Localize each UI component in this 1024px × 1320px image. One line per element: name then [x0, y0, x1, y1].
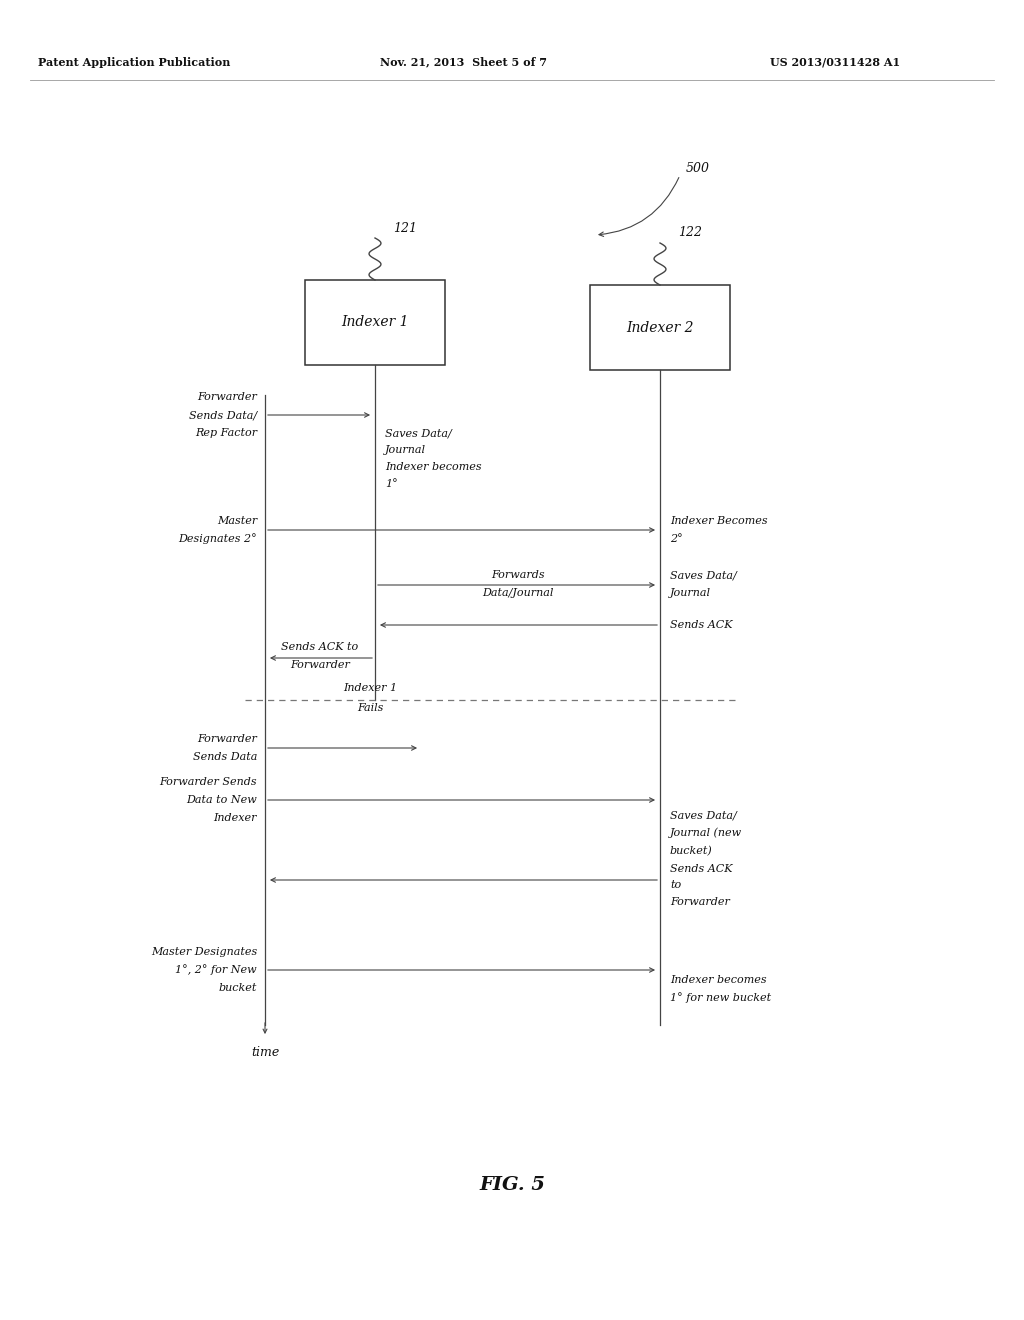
Text: Fails: Fails	[356, 704, 383, 713]
Text: Rep Factor: Rep Factor	[195, 428, 257, 438]
Text: 121: 121	[393, 222, 417, 235]
Text: Sends Data/: Sends Data/	[188, 411, 257, 420]
Text: to: to	[670, 880, 681, 890]
Text: Sends Data: Sends Data	[193, 752, 257, 762]
Text: Master: Master	[217, 516, 257, 525]
Text: Data to New: Data to New	[186, 795, 257, 805]
Text: time: time	[251, 1047, 280, 1060]
Text: Journal (new: Journal (new	[670, 828, 742, 838]
Text: Forwards: Forwards	[490, 570, 545, 579]
Text: 1°: 1°	[385, 479, 397, 488]
Text: Sends ACK to: Sends ACK to	[282, 642, 358, 652]
Text: 122: 122	[678, 227, 702, 239]
Text: Designates 2°: Designates 2°	[178, 533, 257, 544]
Text: 500: 500	[686, 161, 710, 174]
Text: Indexer becomes: Indexer becomes	[670, 975, 767, 985]
Text: Indexer 1: Indexer 1	[343, 682, 397, 693]
Text: Indexer: Indexer	[213, 813, 257, 822]
Text: Patent Application Publication: Patent Application Publication	[38, 57, 230, 67]
Text: bucket: bucket	[219, 983, 257, 993]
Text: 2°: 2°	[670, 535, 683, 544]
Text: 1° for new bucket: 1° for new bucket	[670, 993, 771, 1003]
Text: Forwarder: Forwarder	[198, 734, 257, 744]
Text: Indexer becomes: Indexer becomes	[385, 462, 481, 473]
Text: bucket): bucket)	[670, 846, 713, 857]
Text: Forwarder: Forwarder	[198, 392, 257, 403]
Text: Journal: Journal	[385, 445, 426, 455]
Text: Sends ACK: Sends ACK	[670, 865, 732, 874]
Text: FIG. 5: FIG. 5	[479, 1176, 545, 1195]
Text: Indexer 1: Indexer 1	[341, 315, 409, 330]
Text: Saves Data/: Saves Data/	[385, 428, 452, 438]
Text: Indexer Becomes: Indexer Becomes	[670, 516, 768, 525]
Text: Indexer 2: Indexer 2	[627, 321, 693, 334]
FancyBboxPatch shape	[305, 280, 445, 366]
Text: US 2013/0311428 A1: US 2013/0311428 A1	[770, 57, 900, 67]
Text: 1°, 2° for New: 1°, 2° for New	[175, 965, 257, 975]
Text: Sends ACK: Sends ACK	[670, 620, 732, 630]
Text: Nov. 21, 2013  Sheet 5 of 7: Nov. 21, 2013 Sheet 5 of 7	[380, 57, 547, 67]
Text: Journal: Journal	[670, 587, 711, 598]
Text: Master Designates: Master Designates	[151, 946, 257, 957]
FancyBboxPatch shape	[590, 285, 730, 370]
Text: Forwarder: Forwarder	[290, 660, 350, 671]
Text: Data/Journal: Data/Journal	[482, 587, 553, 598]
Text: Forwarder Sends: Forwarder Sends	[160, 777, 257, 787]
Text: Saves Data/: Saves Data/	[670, 810, 736, 820]
Text: Saves Data/: Saves Data/	[670, 570, 736, 579]
Text: Forwarder: Forwarder	[670, 898, 730, 907]
